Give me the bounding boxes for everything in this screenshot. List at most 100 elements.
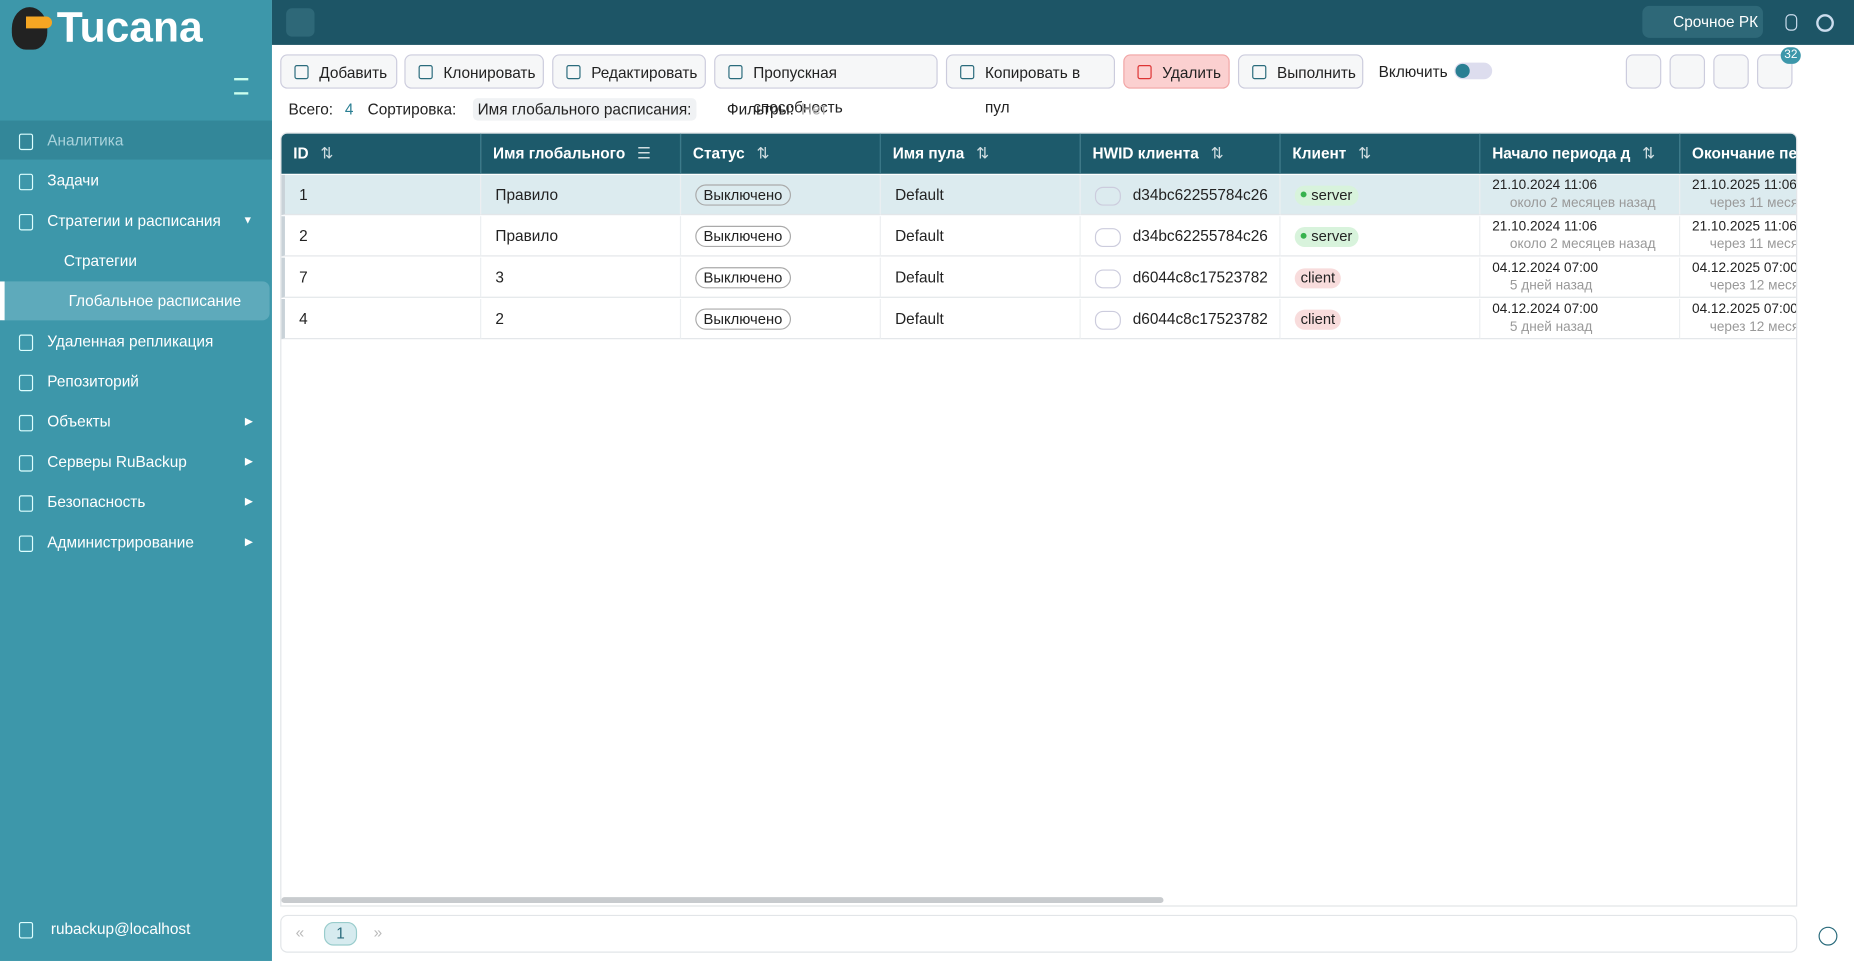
toolbar-button[interactable]: Удалить bbox=[1123, 54, 1230, 89]
icon-button[interactable] bbox=[1625, 54, 1662, 89]
copy-button[interactable] bbox=[1094, 227, 1121, 247]
pagination: « 1 » bbox=[280, 914, 1798, 953]
toolbar-button[interactable]: Редактировать bbox=[552, 54, 706, 89]
toolbar-button[interactable]: Выполнить bbox=[1237, 54, 1364, 89]
table-cell: 21.10.2025 11:06 через 11 меся bbox=[1680, 216, 1797, 257]
table-cell: Выключено bbox=[681, 299, 881, 340]
date: 04.12.2024 07:00 bbox=[1492, 302, 1599, 317]
cell-text: Default bbox=[895, 268, 944, 287]
nav-arrow: ▶ bbox=[244, 414, 254, 427]
nav-item[interactable]: Стратегии и расписания ▼ bbox=[0, 201, 272, 240]
copy-button[interactable] bbox=[1094, 268, 1121, 288]
nav-item[interactable]: Глобальное расписание bbox=[0, 281, 270, 321]
client-tag: client bbox=[1294, 268, 1342, 289]
icon bbox=[294, 65, 309, 80]
column-header[interactable]: Статус ⇅ bbox=[681, 133, 881, 174]
summary-total: 4 bbox=[344, 100, 354, 119]
nav-item[interactable]: Задачи bbox=[0, 161, 272, 200]
toolbar-button[interactable]: Копировать в пул bbox=[945, 54, 1116, 116]
column-header[interactable]: Начало периода д ⇅ bbox=[1480, 133, 1681, 174]
sort-icon[interactable]: ⇅ bbox=[1642, 144, 1656, 162]
nav-item[interactable]: Репозиторий bbox=[0, 362, 272, 401]
column-header[interactable]: Имя пула ⇅ bbox=[880, 133, 1081, 174]
icon bbox=[728, 65, 743, 80]
summary-filters: Нет bbox=[801, 100, 828, 119]
date: 04.12.2025 07:00 bbox=[1692, 302, 1798, 317]
user-icon[interactable] bbox=[1785, 14, 1798, 31]
table-cell: 2 bbox=[481, 299, 682, 340]
toolbar-button[interactable]: Добавить bbox=[280, 54, 398, 89]
column-header[interactable]: Имя глобального ☰ bbox=[481, 133, 682, 174]
nav-item[interactable]: Удаленная репликация bbox=[0, 322, 272, 361]
column-header[interactable]: Клиент ⇅ bbox=[1280, 133, 1481, 174]
table: ID ⇅ Имя глобального ☰ Статус ⇅ Имя пула ⇅ HWID … bbox=[280, 132, 1798, 907]
table-cell: 7 bbox=[281, 257, 482, 298]
table-cell: server bbox=[1280, 174, 1481, 216]
column-header[interactable]: ID ⇅ bbox=[281, 133, 482, 174]
toolbar-button[interactable]: Клонировать bbox=[404, 54, 544, 89]
nav-item[interactable]: Серверы RuBackup ▶ bbox=[0, 442, 272, 481]
table-cell: Default bbox=[880, 299, 1081, 340]
nav-icon bbox=[18, 414, 34, 432]
user[interactable]: rubackup@localhost bbox=[0, 909, 272, 948]
nav-label: Объекты bbox=[47, 412, 111, 431]
sort-icon[interactable]: ⇅ bbox=[1358, 144, 1372, 162]
toggle[interactable] bbox=[1454, 62, 1493, 80]
column-header[interactable]: Окончание пер⇅ bbox=[1680, 133, 1797, 174]
table-cell: Default bbox=[880, 216, 1081, 257]
summary-total-label: Всего: bbox=[288, 100, 334, 119]
nav-item[interactable]: Администрирование ▶ bbox=[0, 522, 272, 561]
nav-label: Администрирование bbox=[47, 533, 194, 551]
date: 04.12.2024 07:00 bbox=[1492, 261, 1599, 276]
urgent-button[interactable]: Срочное РК bbox=[1642, 5, 1763, 38]
status-pill: Выключено bbox=[695, 267, 791, 289]
label: Выполнить bbox=[1276, 63, 1356, 82]
prev[interactable]: « bbox=[295, 923, 305, 941]
page[interactable]: 1 bbox=[323, 921, 358, 946]
table-cell: 04.12.2024 07:00 5 дней назад bbox=[1480, 257, 1681, 298]
table-cell: server bbox=[1280, 216, 1481, 257]
date: 21.10.2025 11:06 bbox=[1692, 219, 1797, 235]
next[interactable]: » bbox=[373, 923, 383, 941]
settings-icon[interactable] bbox=[1816, 14, 1834, 32]
nav-icon bbox=[18, 334, 34, 352]
table-cell: 04.12.2025 07:00 через 12 меся bbox=[1680, 299, 1798, 340]
column-header[interactable]: HWID клиента ⇅ bbox=[1080, 133, 1281, 174]
info[interactable] bbox=[1818, 926, 1838, 946]
hwid: d6044c8c17523782 bbox=[1132, 268, 1268, 287]
table-cell: 21.10.2025 11:06 через 11 меся bbox=[1680, 174, 1797, 216]
copy-button[interactable] bbox=[1094, 310, 1121, 330]
table-cell: 1 bbox=[281, 174, 482, 216]
sort-icon[interactable]: ⇅ bbox=[1210, 144, 1224, 162]
sort-icon[interactable]: ⇅ bbox=[976, 144, 990, 162]
nav-icon bbox=[18, 455, 34, 472]
sort-icon[interactable]: ☰ bbox=[637, 144, 651, 162]
summary-sort-field: Имя глобального расписания: bbox=[472, 98, 697, 121]
tools[interactable] bbox=[286, 8, 315, 37]
sort-icon[interactable]: ⇅ bbox=[320, 144, 334, 162]
nav-item[interactable]: Аналитика bbox=[0, 120, 272, 160]
table-cell: Правило bbox=[481, 216, 682, 257]
label: Пропускная способность bbox=[753, 63, 843, 116]
table-cell: Выключено bbox=[681, 216, 881, 257]
scrollbar[interactable] bbox=[281, 897, 1164, 904]
sort-icon[interactable]: ⇅ bbox=[756, 144, 770, 162]
tag-label: client bbox=[1300, 310, 1336, 328]
icon-button[interactable] bbox=[1669, 54, 1706, 89]
nav-arrow: ▼ bbox=[242, 213, 254, 226]
cell-text: 4 bbox=[299, 309, 308, 328]
toolbar-button[interactable]: Пропускная способность bbox=[714, 54, 938, 116]
label: Копировать в пул bbox=[984, 63, 1081, 116]
nav-item[interactable]: Безопасность ▶ bbox=[0, 482, 272, 521]
nav-icon bbox=[18, 535, 34, 552]
nav-item[interactable]: Объекты ▶ bbox=[0, 402, 272, 441]
summary: Всего: 4 Сортировка: Имя глобального распис… bbox=[288, 98, 828, 121]
icon-button[interactable] bbox=[1713, 54, 1749, 89]
cell-text: Правило bbox=[495, 185, 559, 204]
collapse[interactable] bbox=[234, 78, 249, 95]
date: 21.10.2024 11:06 bbox=[1492, 178, 1598, 193]
date-relative: около 2 месяцев назад bbox=[1509, 237, 1656, 252]
copy-button[interactable] bbox=[1094, 186, 1121, 206]
nav-item[interactable]: Стратегии bbox=[0, 241, 272, 280]
